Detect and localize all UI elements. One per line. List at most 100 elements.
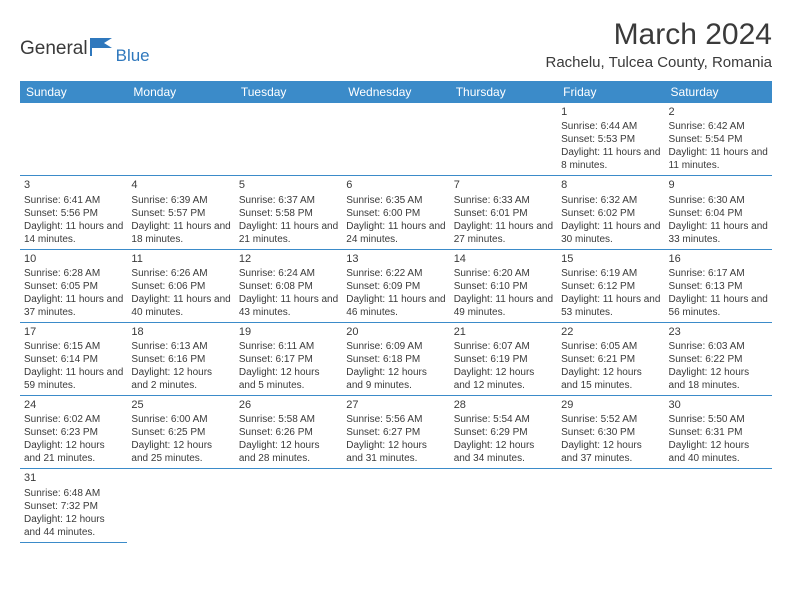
calendar-cell: 22Sunrise: 6:05 AMSunset: 6:21 PMDayligh…: [557, 322, 664, 395]
sunrise-text: Sunrise: 6:00 AM: [131, 413, 230, 426]
day-number: 26: [239, 398, 338, 412]
sunrise-text: Sunrise: 6:05 AM: [561, 340, 660, 353]
sunset-text: Sunset: 5:54 PM: [669, 133, 768, 146]
sunset-text: Sunset: 6:25 PM: [131, 426, 230, 439]
daylight-text: Daylight: 11 hours and 30 minutes.: [561, 220, 660, 246]
sunrise-text: Sunrise: 6:15 AM: [24, 340, 123, 353]
daylight-text: Daylight: 11 hours and 24 minutes.: [346, 220, 445, 246]
calendar-cell: [342, 469, 449, 542]
calendar-cell: 31 Sunrise: 6:48 AMSunset: 7:32 PMDayligh…: [20, 469, 127, 542]
calendar-cell: 3Sunrise: 6:41 AMSunset: 5:56 PMDaylight…: [20, 176, 127, 249]
sunset-text: Sunset: 6:16 PM: [131, 353, 230, 366]
calendar-cell: 14Sunrise: 6:20 AMSunset: 6:10 PMDayligh…: [450, 249, 557, 322]
sunrise-text: Sunrise: 6:35 AM: [346, 194, 445, 207]
calendar-cell: [127, 469, 234, 542]
sunset-text: Sunset: 6:08 PM: [239, 280, 338, 293]
day-number: 31: [24, 471, 123, 485]
daylight-text: Daylight: 12 hours and 21 minutes.: [24, 439, 123, 465]
day-number: 1: [561, 105, 660, 119]
sunrise-text: Sunrise: 6:39 AM: [131, 194, 230, 207]
day-number: 15: [561, 252, 660, 266]
day-number: 2: [669, 105, 768, 119]
sunrise-text: Sunrise: 6:13 AM: [131, 340, 230, 353]
sunset-text: Sunset: 6:23 PM: [24, 426, 123, 439]
calendar-cell: 9Sunrise: 6:30 AMSunset: 6:04 PMDaylight…: [665, 176, 772, 249]
calendar-cell: [450, 469, 557, 542]
calendar-cell: 12Sunrise: 6:24 AMSunset: 6:08 PMDayligh…: [235, 249, 342, 322]
day-number: 18: [131, 325, 230, 339]
calendar-cell: 25Sunrise: 6:00 AMSunset: 6:25 PMDayligh…: [127, 396, 234, 469]
sunset-text: Sunset: 6:01 PM: [454, 207, 553, 220]
daylight-text: Daylight: 11 hours and 8 minutes.: [561, 146, 660, 172]
daylight-text: Daylight: 12 hours and 28 minutes.: [239, 439, 338, 465]
daylight-text: Daylight: 11 hours and 21 minutes.: [239, 220, 338, 246]
calendar-cell: 16Sunrise: 6:17 AMSunset: 6:13 PMDayligh…: [665, 249, 772, 322]
calendar-row: 10Sunrise: 6:28 AMSunset: 6:05 PMDayligh…: [20, 249, 772, 322]
sunset-text: Sunset: 6:19 PM: [454, 353, 553, 366]
sunset-text: Sunset: 6:00 PM: [346, 207, 445, 220]
sunrise-text: Sunrise: 6:24 AM: [239, 267, 338, 280]
day-number: 30: [669, 398, 768, 412]
day-number: 10: [24, 252, 123, 266]
day-number: 19: [239, 325, 338, 339]
daylight-text: Daylight: 11 hours and 40 minutes.: [131, 293, 230, 319]
day-number: 24: [24, 398, 123, 412]
calendar-cell: 8Sunrise: 6:32 AMSunset: 6:02 PMDaylight…: [557, 176, 664, 249]
title-block: March 2024 Rachelu, Tulcea County, Roman…: [545, 18, 772, 71]
calendar-cell: [235, 469, 342, 542]
sunrise-text: Sunrise: 6:03 AM: [669, 340, 768, 353]
sunrise-text: Sunrise: 5:50 AM: [669, 413, 768, 426]
sunset-text: Sunset: 6:17 PM: [239, 353, 338, 366]
sunset-text: Sunset: 6:05 PM: [24, 280, 123, 293]
daylight-text: Daylight: 11 hours and 53 minutes.: [561, 293, 660, 319]
day-header-row: Sunday Monday Tuesday Wednesday Thursday…: [20, 81, 772, 103]
daylight-text: Daylight: 12 hours and 44 minutes.: [24, 513, 123, 539]
day-number: 3: [24, 178, 123, 192]
daylight-text: Daylight: 12 hours and 18 minutes.: [669, 366, 768, 392]
day-number: 20: [346, 325, 445, 339]
sunrise-text: Sunrise: 6:20 AM: [454, 267, 553, 280]
dayheader-wed: Wednesday: [342, 81, 449, 103]
calendar-cell: 1Sunrise: 6:44 AMSunset: 5:53 PMDaylight…: [557, 103, 664, 176]
calendar-cell: 11Sunrise: 6:26 AMSunset: 6:06 PMDayligh…: [127, 249, 234, 322]
sunrise-text: Sunrise: 6:48 AM: [24, 487, 123, 500]
sunrise-text: Sunrise: 6:09 AM: [346, 340, 445, 353]
calendar-cell: 7Sunrise: 6:33 AMSunset: 6:01 PMDaylight…: [450, 176, 557, 249]
sunset-text: Sunset: 6:30 PM: [561, 426, 660, 439]
daylight-text: Daylight: 11 hours and 33 minutes.: [669, 220, 768, 246]
sunrise-text: Sunrise: 6:37 AM: [239, 194, 338, 207]
day-number: 7: [454, 178, 553, 192]
day-number: 23: [669, 325, 768, 339]
sunset-text: Sunset: 6:29 PM: [454, 426, 553, 439]
calendar-row: 1Sunrise: 6:44 AMSunset: 5:53 PMDaylight…: [20, 103, 772, 176]
sunrise-text: Sunrise: 5:56 AM: [346, 413, 445, 426]
calendar-cell: [557, 469, 664, 542]
header: General Blue March 2024 Rachelu, Tulcea …: [20, 18, 772, 71]
calendar-row: 17Sunrise: 6:15 AMSunset: 6:14 PMDayligh…: [20, 322, 772, 395]
logo-text-general: General: [20, 38, 88, 60]
sunset-text: Sunset: 6:14 PM: [24, 353, 123, 366]
sunset-text: Sunset: 5:56 PM: [24, 207, 123, 220]
day-number: 14: [454, 252, 553, 266]
calendar-cell: [450, 103, 557, 176]
calendar-cell: 28Sunrise: 5:54 AMSunset: 6:29 PMDayligh…: [450, 396, 557, 469]
day-number: 25: [131, 398, 230, 412]
calendar-row: 3Sunrise: 6:41 AMSunset: 5:56 PMDaylight…: [20, 176, 772, 249]
sunrise-text: Sunrise: 6:32 AM: [561, 194, 660, 207]
sunset-text: Sunset: 5:53 PM: [561, 133, 660, 146]
sunrise-text: Sunrise: 5:58 AM: [239, 413, 338, 426]
sunrise-text: Sunrise: 6:42 AM: [669, 120, 768, 133]
calendar-cell: 30Sunrise: 5:50 AMSunset: 6:31 PMDayligh…: [665, 396, 772, 469]
calendar-cell: [235, 103, 342, 176]
daylight-text: Daylight: 12 hours and 9 minutes.: [346, 366, 445, 392]
calendar-cell: 21Sunrise: 6:07 AMSunset: 6:19 PMDayligh…: [450, 322, 557, 395]
sunset-text: Sunset: 6:21 PM: [561, 353, 660, 366]
day-number: 21: [454, 325, 553, 339]
sunset-text: Sunset: 7:32 PM: [24, 500, 123, 513]
calendar-cell: [342, 103, 449, 176]
daylight-text: Daylight: 12 hours and 40 minutes.: [669, 439, 768, 465]
sunset-text: Sunset: 6:18 PM: [346, 353, 445, 366]
daylight-text: Daylight: 11 hours and 37 minutes.: [24, 293, 123, 319]
daylight-text: Daylight: 12 hours and 5 minutes.: [239, 366, 338, 392]
sunset-text: Sunset: 6:31 PM: [669, 426, 768, 439]
